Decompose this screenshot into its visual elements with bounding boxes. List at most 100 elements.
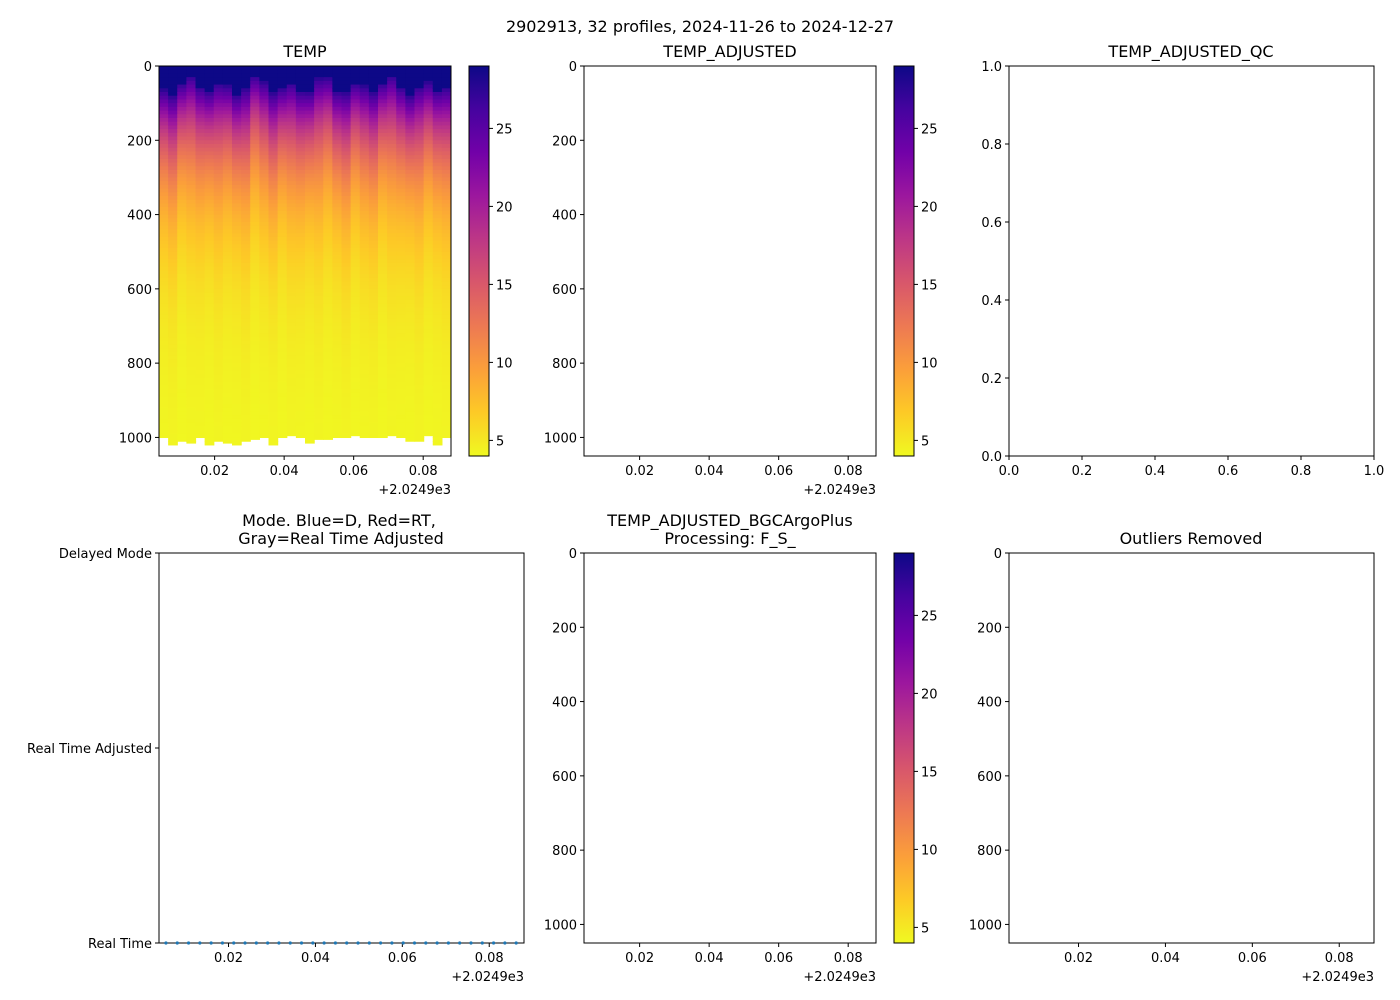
heatmap-cell — [186, 114, 197, 119]
heatmap-cell — [350, 262, 361, 268]
heatmap-cell — [204, 370, 215, 375]
heatmap-cell — [323, 225, 333, 231]
heatmap-cell — [204, 326, 215, 331]
heatmap-cell — [378, 151, 388, 156]
heatmap-cell — [286, 181, 297, 186]
heatmap-cell — [250, 281, 260, 286]
heatmap-cell — [277, 136, 288, 141]
heatmap-cell — [423, 370, 434, 375]
heatmap-cell — [359, 99, 370, 104]
heatmap-cell — [350, 125, 361, 130]
heatmap-cell — [295, 66, 306, 71]
heatmap-cell — [359, 158, 370, 164]
heatmap-cell — [286, 92, 297, 97]
heatmap-cell — [177, 270, 187, 275]
heatmap-cell — [323, 277, 333, 283]
heatmap-cell — [295, 166, 306, 171]
heatmap-cell — [423, 311, 434, 316]
heatmap-cell — [222, 329, 233, 335]
heatmap-cell — [350, 155, 361, 160]
heatmap-cell — [323, 181, 333, 186]
heatmap-cell — [323, 251, 333, 257]
heatmap-cell — [232, 433, 242, 439]
heatmap-cell — [332, 433, 343, 439]
heatmap-cell — [232, 129, 242, 134]
heatmap-cell — [441, 370, 451, 375]
heatmap-cell — [332, 162, 343, 167]
heatmap-cell — [359, 207, 370, 212]
heatmap-cell — [177, 158, 187, 164]
heatmap-cell — [414, 121, 425, 127]
heatmap-cell — [432, 210, 443, 216]
heatmap-cell — [159, 170, 169, 175]
heatmap-cell — [368, 147, 379, 153]
heatmap-cell — [378, 415, 388, 420]
heatmap-cell — [222, 118, 233, 123]
heatmap-cell — [295, 173, 306, 179]
heatmap-cell — [277, 162, 288, 167]
heatmap-cell — [213, 222, 224, 227]
heatmap-cell — [177, 248, 187, 253]
heatmap-cell — [314, 166, 324, 171]
heatmap-cell — [259, 251, 270, 257]
heatmap-cell — [222, 288, 233, 294]
heatmap-cell — [396, 95, 406, 101]
heatmap-cell — [268, 426, 279, 431]
heatmap-cell — [250, 337, 260, 342]
heatmap-cell — [441, 114, 451, 119]
heatmap-cell — [268, 363, 279, 368]
heatmap-cell — [441, 337, 451, 342]
heatmap-cell — [168, 411, 178, 416]
heatmap-cell — [259, 370, 270, 375]
heatmap-cell — [314, 251, 324, 257]
heatmap-cell — [204, 162, 215, 167]
qc-title: TEMP_ADJUSTED_QC — [1107, 42, 1273, 62]
heatmap-cell — [277, 147, 288, 153]
heatmap-cell — [204, 207, 215, 212]
heatmap-cell — [222, 144, 233, 149]
heatmap-cell — [332, 303, 343, 309]
heatmap-cell — [295, 285, 306, 290]
heatmap-cell — [441, 418, 451, 424]
heatmap-cell — [241, 433, 251, 439]
heatmap-cell — [241, 329, 251, 335]
heatmap-cell — [314, 214, 324, 219]
heatmap-cell — [432, 196, 443, 201]
y-tick-label: 600 — [977, 770, 1002, 785]
heatmap-cell — [305, 233, 315, 238]
heatmap-cell — [159, 333, 169, 338]
mode-point — [514, 941, 518, 945]
heatmap-cell — [441, 352, 451, 357]
heatmap-cell — [241, 244, 251, 249]
bgc-x-offset-label: +2.0249e3 — [803, 970, 876, 985]
heatmap-cell — [295, 277, 306, 283]
heatmap-cell — [204, 363, 215, 368]
heatmap-cell — [250, 66, 260, 71]
heatmap-cell — [314, 66, 324, 71]
heatmap-cell — [305, 430, 315, 435]
heatmap-cell — [405, 374, 416, 379]
heatmap-cell — [305, 132, 315, 138]
heatmap-cell — [341, 433, 352, 439]
heatmap-cell — [414, 277, 425, 283]
panel-temp-adjusted-qc: TEMP_ADJUSTED_QC 0.0 0.2 0.4 0.6 0.8 1.0 0.00… — [981, 42, 1384, 479]
heatmap-cell — [277, 322, 288, 327]
heatmap-cell — [241, 363, 251, 368]
heatmap-cell — [432, 259, 443, 264]
heatmap-cell — [359, 73, 370, 78]
heatmap-cell — [378, 240, 388, 245]
heatmap-cell — [286, 162, 297, 167]
heatmap-cell — [368, 433, 379, 439]
mode-point — [345, 941, 349, 945]
heatmap-cell — [204, 99, 215, 104]
heatmap-cell — [341, 229, 352, 234]
heatmap-cell — [295, 99, 306, 104]
heatmap-cell — [168, 300, 178, 305]
heatmap-cell — [350, 151, 361, 156]
heatmap-cell — [177, 296, 187, 301]
heatmap-cell — [414, 136, 425, 141]
heatmap-cell — [295, 415, 306, 420]
heatmap-cell — [241, 92, 251, 97]
heatmap-cell — [177, 244, 187, 249]
